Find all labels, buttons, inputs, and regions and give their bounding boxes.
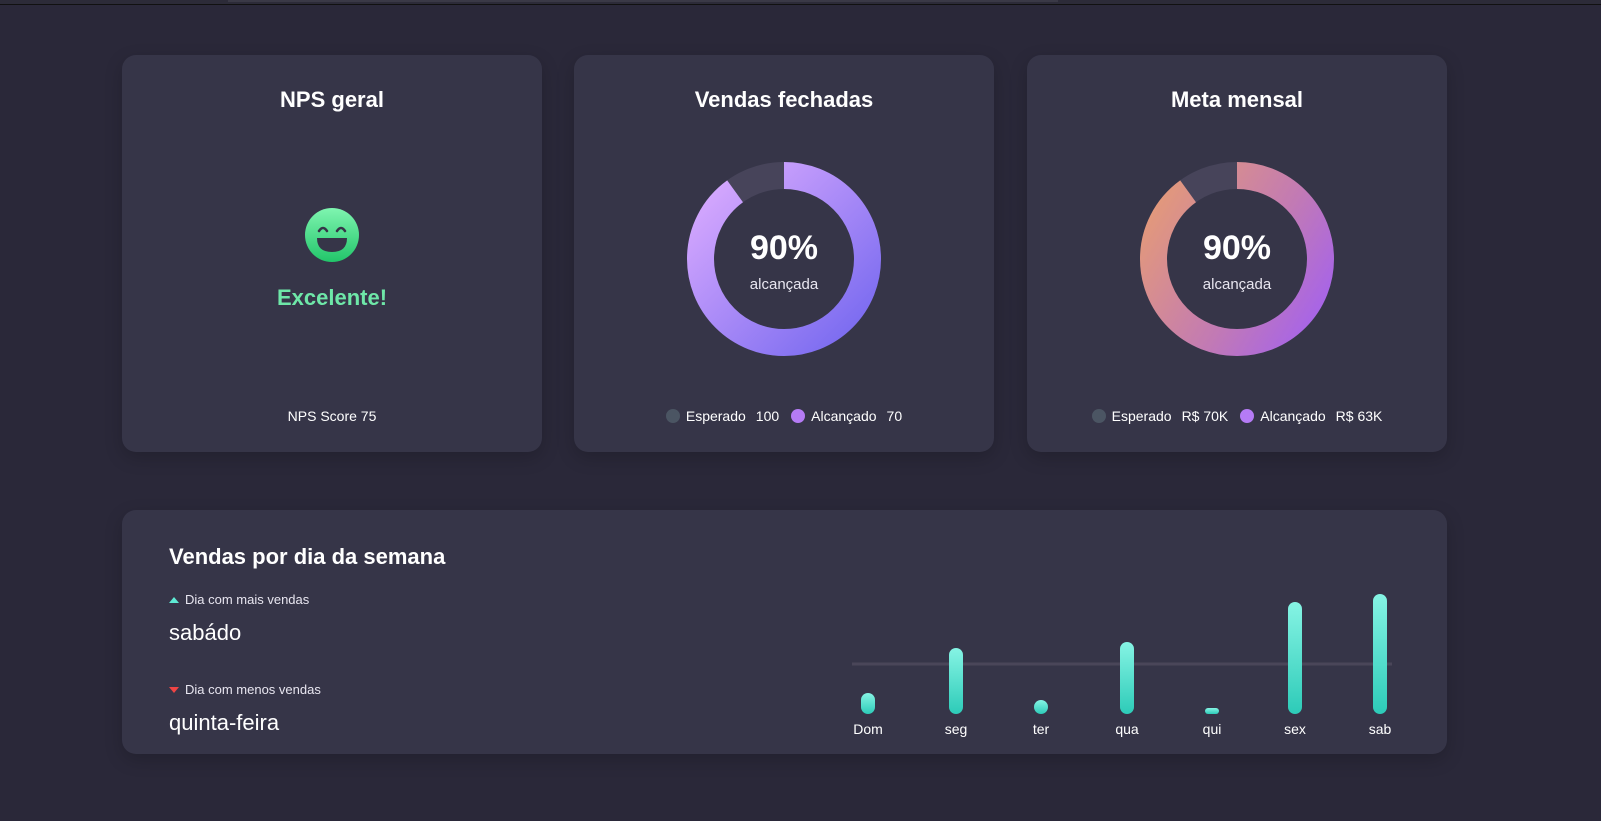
donut-arc <box>687 162 881 356</box>
bar-seg <box>949 648 963 714</box>
legend-item-esperado: Esperado 100 <box>665 408 780 424</box>
tick-label: ter <box>1033 721 1050 737</box>
legend-value: 100 <box>755 408 780 424</box>
legend-label: Alcançado <box>1260 408 1326 424</box>
nps-score: NPS Score 75 <box>287 408 377 424</box>
tick-label: seg <box>945 721 968 737</box>
most-sales-day: sabádo <box>169 620 242 645</box>
legend-label: Esperado <box>1111 408 1172 424</box>
bar-qui <box>1205 708 1219 714</box>
vendas-card: Vendas fechadas 90% alcançada Esperado 10… <box>574 55 994 452</box>
card-title: Meta mensal <box>1170 87 1304 112</box>
smiling-face-icon <box>305 208 359 262</box>
tick-label: qua <box>1115 721 1139 737</box>
vendas-donut-chart <box>687 162 881 356</box>
weekday-bar-chart: Dom seg ter qua qui sex sab <box>852 594 1392 737</box>
nps-status: Excelente! <box>276 285 388 310</box>
legend: Esperado 100 Alcançado 70 <box>574 408 994 424</box>
legend: Esperado R$ 70K Alcançado R$ 63K <box>1027 408 1447 424</box>
percent-label: alcançada <box>749 276 819 293</box>
triangle-up-icon <box>169 596 179 603</box>
legend-label: Alcançado <box>811 408 877 424</box>
tick-label: sab <box>1369 721 1392 737</box>
tick-label: sex <box>1284 721 1306 737</box>
card-title: Vendas por dia da semana <box>169 544 446 569</box>
donut-arc <box>1140 162 1334 356</box>
legend-dot <box>1091 409 1106 423</box>
legend-dot <box>791 409 806 423</box>
semana-card: Vendas por dia da semana Dia com mais ve… <box>122 510 1447 754</box>
least-sales-text: Dia com menos vendas <box>185 682 321 697</box>
card-title: Vendas fechadas <box>694 87 874 112</box>
bar-sab <box>1373 594 1387 714</box>
bar-Dom <box>861 693 875 714</box>
bar-qua <box>1120 642 1134 714</box>
meta-card: Meta mensal 90% alcançada Esperado R$ 70K… <box>1027 55 1447 452</box>
most-sales-text: Dia com mais vendas <box>185 592 310 607</box>
browser-top-bar <box>0 0 1601 5</box>
percent-value: 90% <box>749 229 819 267</box>
legend-item-alcancado: Alcançado R$ 63K <box>1240 408 1382 424</box>
bar-ter <box>1034 700 1048 714</box>
legend-item-alcancado: Alcançado 70 <box>791 408 902 424</box>
card-title: NPS geral <box>280 87 384 112</box>
least-sales-label: Dia com menos vendas <box>169 682 321 697</box>
legend-label: Esperado <box>685 408 746 424</box>
legend-value: R$ 63K <box>1335 408 1383 424</box>
tick-label: Dom <box>853 721 883 737</box>
nps-card: NPS geral Excelente! NPS Score 75 <box>122 55 542 452</box>
most-sales-label: Dia com mais vendas <box>169 592 309 607</box>
tick-label: qui <box>1203 721 1222 737</box>
bar-sex <box>1288 602 1302 714</box>
meta-donut-chart <box>1140 162 1334 356</box>
legend-item-esperado: Esperado R$ 70K <box>1091 408 1229 424</box>
legend-value: R$ 70K <box>1181 408 1229 424</box>
percent-label: alcançada <box>1202 276 1272 293</box>
legend-value: 70 <box>886 408 903 424</box>
legend-dot <box>665 409 680 423</box>
legend-dot <box>1240 409 1255 423</box>
scrollbar[interactable] <box>228 0 1058 2</box>
least-sales-day: quinta-feira <box>169 710 280 735</box>
percent-value: 90% <box>1202 229 1272 267</box>
triangle-down-icon <box>169 686 179 693</box>
